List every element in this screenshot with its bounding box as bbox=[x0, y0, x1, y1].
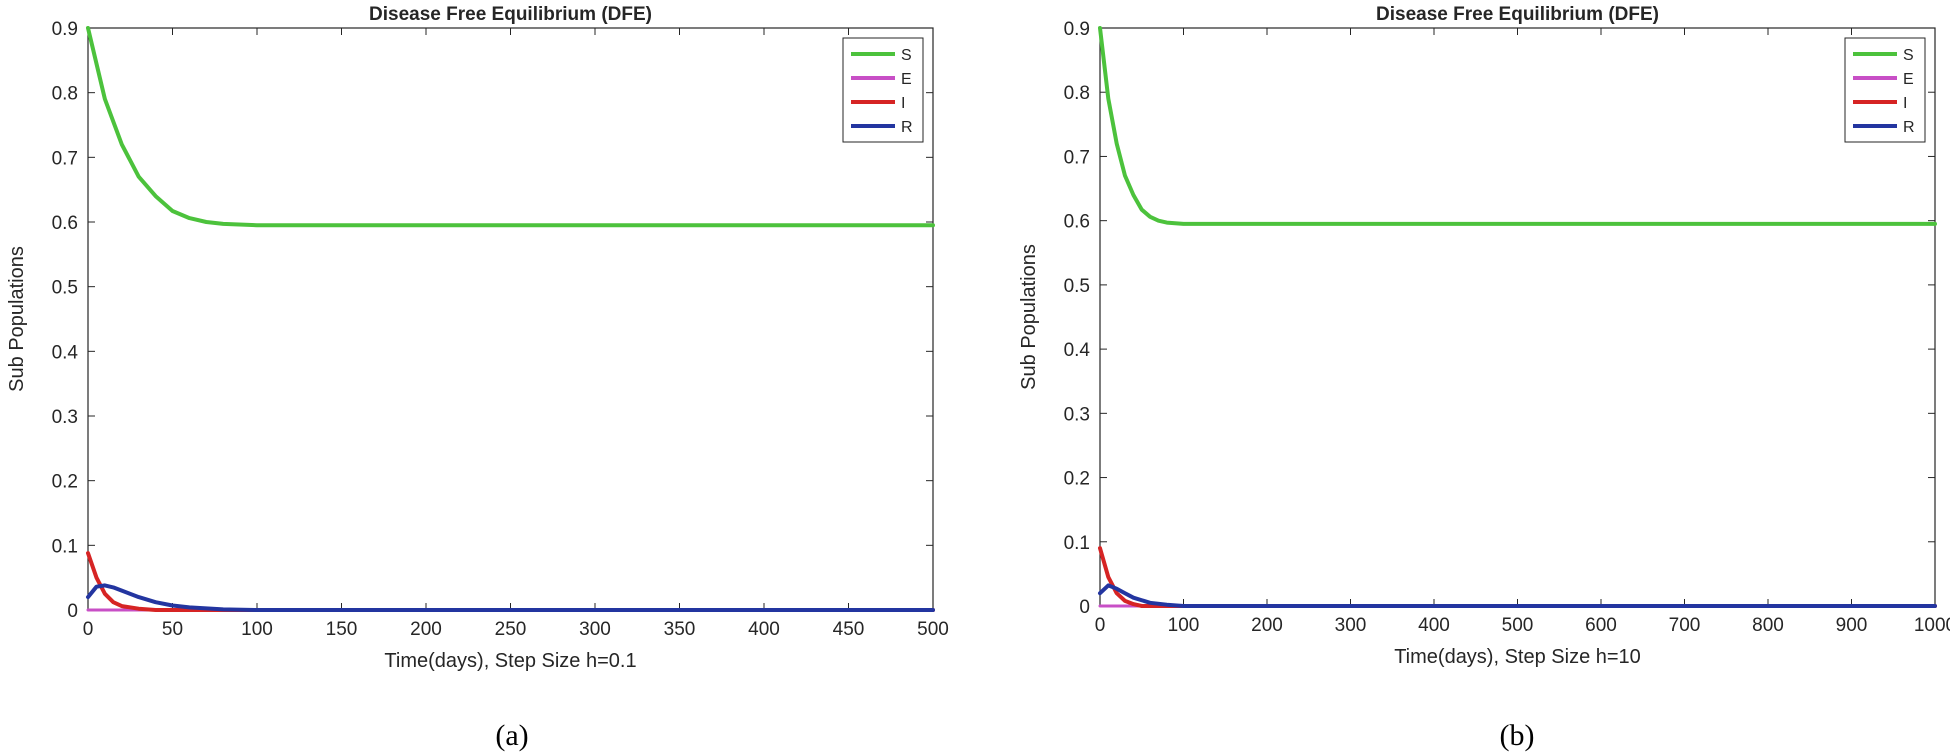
x-tick-label: 400 bbox=[1418, 615, 1450, 636]
x-tick-label: 300 bbox=[1335, 615, 1367, 636]
y-tick-label: 0.6 bbox=[52, 213, 78, 234]
y-tick-label: 0.8 bbox=[1064, 83, 1090, 104]
y-tick-label: 0.1 bbox=[1064, 533, 1090, 554]
x-tick-label: 0 bbox=[1095, 615, 1106, 636]
chart-title: Disease Free Equilibrium (DFE) bbox=[369, 4, 652, 25]
chart-title: Disease Free Equilibrium (DFE) bbox=[1376, 4, 1659, 25]
y-tick-label: 0.7 bbox=[52, 148, 78, 169]
x-tick-label: 500 bbox=[917, 619, 949, 640]
series-line-I bbox=[86, 551, 935, 612]
legend-label-I: I bbox=[901, 95, 905, 112]
y-tick-label: 0.6 bbox=[1064, 212, 1090, 233]
x-tick-label: 0 bbox=[83, 619, 94, 640]
legend-label-E: E bbox=[1903, 71, 1914, 88]
panel-caption: (a) bbox=[495, 719, 528, 752]
x-tick-label: 250 bbox=[495, 619, 527, 640]
y-tick-label: 0.2 bbox=[52, 472, 78, 493]
series-line-R bbox=[86, 583, 935, 612]
plot-area bbox=[1099, 27, 1936, 607]
chart-panel-a: Disease Free Equilibrium (DFE) 0 50 100 150 2… bbox=[6, 4, 949, 752]
y-axis-label: Sub Populations bbox=[1018, 244, 1040, 390]
y-tick-label: 0 bbox=[1079, 597, 1090, 618]
y-axis-label: Sub Populations bbox=[6, 246, 28, 392]
x-tick-label: 100 bbox=[1168, 615, 1200, 636]
y-tick-label: 0.3 bbox=[52, 407, 78, 428]
y-tick-label: 0.9 bbox=[52, 19, 78, 40]
x-tick-label: 150 bbox=[326, 619, 358, 640]
x-tick-label: 900 bbox=[1836, 615, 1868, 636]
panel-caption: (b) bbox=[1500, 719, 1535, 752]
y-tick-label: 0.2 bbox=[1064, 469, 1090, 490]
series-line-I bbox=[1098, 546, 1937, 608]
x-tick-label: 700 bbox=[1669, 615, 1701, 636]
series-line-S bbox=[86, 26, 935, 228]
series-line-R bbox=[1098, 583, 1937, 608]
x-tick-label: 400 bbox=[748, 619, 780, 640]
x-tick-label: 500 bbox=[1502, 615, 1534, 636]
x-tick-label: 100 bbox=[241, 619, 273, 640]
x-tick-label: 600 bbox=[1585, 615, 1617, 636]
x-tick-label: 50 bbox=[162, 619, 183, 640]
y-tick-label: 0 bbox=[67, 601, 78, 622]
y-tick-label: 0.5 bbox=[1064, 276, 1090, 297]
x-tick-label: 450 bbox=[833, 619, 865, 640]
legend-label-R: R bbox=[901, 119, 913, 136]
plot-area bbox=[87, 27, 934, 611]
y-tick-label: 0.5 bbox=[52, 278, 78, 299]
legend-label-S: S bbox=[1903, 47, 1914, 64]
series-line-S bbox=[1098, 26, 1937, 226]
legend-label-S: S bbox=[901, 47, 912, 64]
x-tick-label: 300 bbox=[579, 619, 611, 640]
x-axis-label: Time(days), Step Size h=0.1 bbox=[384, 650, 636, 672]
legend-label-I: I bbox=[1903, 95, 1907, 112]
y-tick-label: 0.4 bbox=[1064, 340, 1091, 361]
y-tick-label: 0.3 bbox=[1064, 404, 1090, 425]
x-tick-label: 800 bbox=[1752, 615, 1784, 636]
y-tick-label: 0.4 bbox=[52, 342, 79, 363]
legend-label-R: R bbox=[1903, 119, 1915, 136]
x-tick-label: 350 bbox=[664, 619, 696, 640]
y-tick-label: 0.7 bbox=[1064, 147, 1090, 168]
y-tick-label: 0.8 bbox=[52, 84, 78, 105]
y-tick-label: 0.9 bbox=[1064, 19, 1090, 40]
x-axis-label: Time(days), Step Size h=10 bbox=[1394, 646, 1641, 668]
y-tick-label: 0.1 bbox=[52, 536, 78, 557]
x-tick-label: 200 bbox=[410, 619, 442, 640]
chart-panel-b: Disease Free Equilibrium (DFE) 0 100 200 300… bbox=[1018, 4, 1950, 752]
x-tick-label: 200 bbox=[1251, 615, 1283, 636]
legend-label-E: E bbox=[901, 71, 912, 88]
